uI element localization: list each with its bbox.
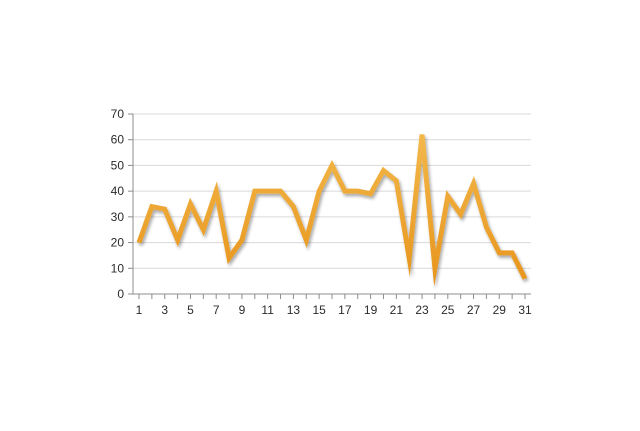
x-tick-label: 23 — [415, 303, 429, 317]
y-tick-label: 20 — [111, 236, 125, 250]
x-tick-label: 31 — [518, 303, 532, 317]
x-tick-label: 25 — [441, 303, 455, 317]
x-tick-label: 9 — [239, 303, 246, 317]
data-point-9 — [239, 238, 244, 243]
data-point-14 — [304, 238, 309, 243]
data-point-13 — [291, 204, 296, 209]
data-point-16 — [330, 163, 335, 168]
data-point-17 — [342, 189, 347, 194]
data-point-30 — [510, 250, 515, 255]
y-axis-tick-labels: 0 10 20 30 40 50 60 70 — [111, 107, 125, 301]
x-tick-label: 21 — [390, 303, 404, 317]
y-tick-label: 70 — [111, 107, 125, 121]
x-tick-label: 19 — [364, 303, 378, 317]
data-point-8 — [227, 256, 232, 261]
x-tick-label: 7 — [213, 303, 220, 317]
data-point-2 — [149, 204, 154, 209]
data-point-18 — [355, 189, 360, 194]
x-tick-label: 5 — [187, 303, 194, 317]
data-point-23 — [420, 132, 425, 137]
data-point-29 — [497, 250, 502, 255]
data-point-28 — [484, 225, 489, 230]
x-tick-label: 15 — [312, 303, 326, 317]
data-point-27 — [471, 181, 476, 186]
data-point-4 — [175, 238, 180, 243]
data-point-12 — [278, 189, 283, 194]
data-point-1 — [137, 240, 142, 245]
x-tick-label: 1 — [136, 303, 143, 317]
x-tick-label: 13 — [287, 303, 301, 317]
y-tick-label: 10 — [111, 261, 125, 275]
x-axis-tick-labels: 1 3 5 7 9 11 13 15 17 19 21 23 25 27 29 31 — [136, 303, 532, 317]
series-line-0 — [136, 134, 528, 287]
y-tick-label: 50 — [111, 158, 125, 172]
axes — [132, 114, 531, 299]
y-tick-label: 30 — [111, 210, 125, 224]
y-tick-label: 40 — [111, 184, 125, 198]
data-point-25 — [445, 194, 450, 199]
x-tick-label: 29 — [493, 303, 507, 317]
x-tick-label: 27 — [467, 303, 481, 317]
data-point-19 — [368, 191, 373, 196]
x-tick-label: 17 — [338, 303, 352, 317]
data-point-24 — [432, 266, 437, 271]
series-layer — [136, 132, 528, 287]
data-point-6 — [201, 227, 206, 232]
data-point-31 — [523, 276, 528, 281]
data-point-10 — [252, 189, 257, 194]
data-point-5 — [188, 202, 193, 207]
data-point-21 — [394, 178, 399, 183]
data-point-15 — [317, 189, 322, 194]
y-tick-label: 60 — [111, 133, 125, 147]
data-point-20 — [381, 168, 386, 173]
data-point-3 — [162, 207, 167, 212]
x-tick-label: 11 — [261, 303, 274, 317]
data-point-26 — [458, 212, 463, 217]
y-tick-label: 0 — [117, 287, 124, 301]
x-tick-label: 3 — [161, 303, 168, 317]
data-point-7 — [214, 189, 219, 194]
data-point-11 — [265, 189, 270, 194]
data-point-22 — [407, 256, 412, 261]
